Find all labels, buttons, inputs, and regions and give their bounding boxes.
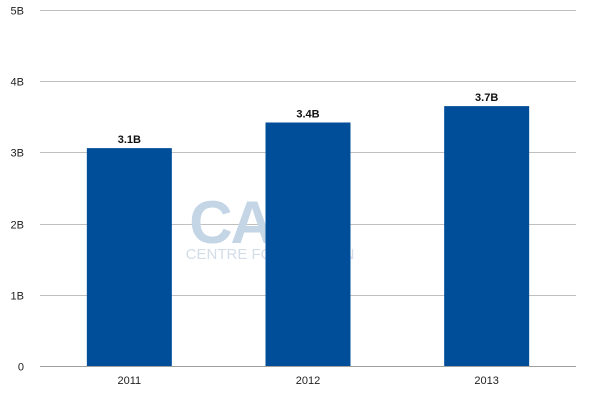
data-label-2012: 3.4B	[296, 108, 319, 120]
data-label-2013: 3.7B	[475, 92, 498, 104]
x-tick-label-2012: 2012	[296, 375, 320, 387]
x-tick-label-2013: 2013	[474, 375, 498, 387]
bar-data-labels: 3.1B 3.4B 3.7B	[118, 92, 499, 146]
y-tick-label: 1B	[11, 291, 24, 303]
x-axis-tick-labels: 2011 2012 2013	[118, 375, 499, 387]
data-label-2011: 3.1B	[118, 134, 141, 146]
x-tick-label-2011: 2011	[118, 375, 142, 387]
y-tick-label: 4B	[11, 77, 24, 89]
y-tick-label: 2B	[11, 220, 24, 232]
bars	[86, 106, 530, 367]
bar-2013	[444, 106, 530, 367]
bar-2011	[86, 148, 172, 366]
y-tick-label: 5B	[11, 6, 24, 18]
y-axis-tick-labels: 0 1B 2B 3B 4B 5B	[11, 6, 24, 374]
y-tick-label: 3B	[11, 148, 24, 160]
bar-2012	[265, 122, 351, 366]
y-tick-label: 0	[18, 362, 24, 374]
